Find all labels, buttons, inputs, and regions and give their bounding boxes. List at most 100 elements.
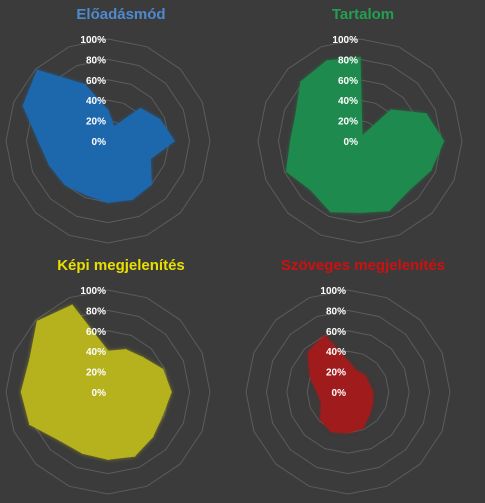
radar-point	[390, 109, 392, 111]
chart-panel-szoveges-megjelenites: Szöveges megjelenítés 0% 20% 40% 60% 80% 100%	[242, 251, 484, 502]
tick-label: 60%	[338, 76, 358, 87]
radar-chart: 0% 20% 40% 60% 80% 100%	[5, 286, 211, 495]
radar-point	[151, 435, 154, 438]
radar-point	[149, 157, 152, 160]
radar-point	[408, 189, 410, 191]
radar-point	[113, 126, 115, 128]
radar-point	[363, 374, 366, 377]
radar-point	[429, 169, 432, 172]
tick-label: 80%	[86, 306, 106, 317]
radar-point	[107, 201, 109, 203]
radar-point	[161, 413, 164, 416]
radar-point	[323, 334, 326, 337]
radar-point	[347, 360, 349, 363]
radar-point	[107, 109, 109, 112]
radar-point	[141, 356, 144, 359]
radar-point	[36, 320, 39, 323]
radar-point	[85, 193, 87, 196]
radar-chart: 0% 20% 40% 60% 80% 100%	[5, 35, 211, 244]
radar-point	[371, 401, 374, 403]
radar-point	[319, 418, 322, 421]
radar-point	[368, 412, 371, 415]
radar-point	[300, 81, 302, 83]
chart-title: Szöveges megjelenítés	[280, 257, 446, 274]
radar-point	[124, 348, 127, 351]
radar-point	[133, 455, 136, 457]
radar-point	[307, 351, 310, 354]
radar-point	[371, 391, 374, 393]
radar-chart: 0% 20% 40% 60% 80% 100%	[245, 286, 451, 495]
tick-label: 80%	[86, 55, 106, 66]
chart-title: Tartalom	[331, 6, 395, 23]
tick-label: 80%	[326, 306, 346, 317]
tick-label: 0%	[332, 388, 347, 399]
tick-label: 100%	[80, 35, 106, 46]
radar-point	[361, 135, 363, 138]
tick-label: 100%	[332, 35, 358, 46]
radar-point	[63, 183, 66, 186]
radar-point	[161, 368, 164, 371]
radar-point	[107, 458, 109, 461]
tick-label: 60%	[326, 327, 346, 338]
radar-chart: 0% 20% 40% 60% 80% 100%	[257, 35, 463, 244]
tick-label: 40%	[326, 347, 346, 358]
radar-point	[326, 60, 328, 62]
radar-point	[150, 183, 153, 186]
radar-point	[20, 391, 23, 393]
radar-point	[289, 140, 292, 142]
radar-point	[159, 118, 161, 121]
radar-point	[107, 350, 109, 352]
radar-point	[310, 189, 312, 191]
radar-point	[83, 83, 86, 86]
radar-point	[22, 105, 25, 107]
radar-point	[362, 427, 364, 429]
tick-label: 100%	[80, 286, 106, 297]
radar-point	[131, 198, 133, 201]
chart-title: Képi megjelenítés	[57, 257, 185, 274]
radar-point	[58, 439, 61, 442]
tick-label: 20%	[326, 368, 346, 379]
tick-label: 0%	[92, 137, 107, 148]
radar-point	[48, 164, 51, 166]
radar-point	[367, 382, 370, 385]
radar-point	[36, 69, 39, 72]
grid-ring	[286, 330, 410, 454]
tick-label: 60%	[86, 327, 106, 338]
tick-label: 40%	[338, 96, 358, 107]
radar-point	[37, 140, 40, 142]
tick-label: 0%	[344, 137, 359, 148]
radar-point	[139, 107, 142, 110]
tick-label: 20%	[338, 117, 358, 128]
radar-point	[355, 370, 358, 373]
grid-ring	[257, 38, 463, 244]
tick-label: 20%	[86, 117, 106, 128]
radar-point	[316, 391, 319, 393]
tick-label: 40%	[86, 96, 106, 107]
radar-point	[285, 170, 288, 173]
radar-point	[329, 210, 332, 213]
tick-label: 0%	[92, 388, 107, 399]
radar-point	[309, 375, 312, 378]
radar-point	[173, 140, 176, 142]
tick-label: 20%	[86, 368, 106, 379]
grid-ring	[245, 289, 451, 495]
radar-point	[320, 402, 323, 404]
radar-point	[359, 211, 361, 214]
radar-point	[442, 140, 445, 142]
grid-ring	[277, 58, 443, 224]
radar-point	[388, 209, 390, 212]
tick-label: 80%	[338, 55, 358, 66]
radar-point	[71, 304, 73, 307]
chart-panel-tartalom: Tartalom 0% 20% 40% 60% 80% 100%	[242, 0, 484, 251]
radar-point	[170, 391, 172, 393]
radar-point	[330, 430, 333, 433]
grid-ring	[5, 289, 211, 495]
chart-panel-eloadasmod: Előadásmód 0% 20% 40% 60% 80% 100%	[0, 0, 242, 251]
radar-point	[29, 423, 31, 426]
tick-label: 60%	[86, 76, 106, 87]
radar-point	[295, 113, 297, 116]
tick-label: 40%	[86, 347, 106, 358]
chart-title: Előadásmód	[76, 6, 166, 23]
radar-point	[81, 452, 84, 455]
grid-ring	[265, 309, 431, 475]
